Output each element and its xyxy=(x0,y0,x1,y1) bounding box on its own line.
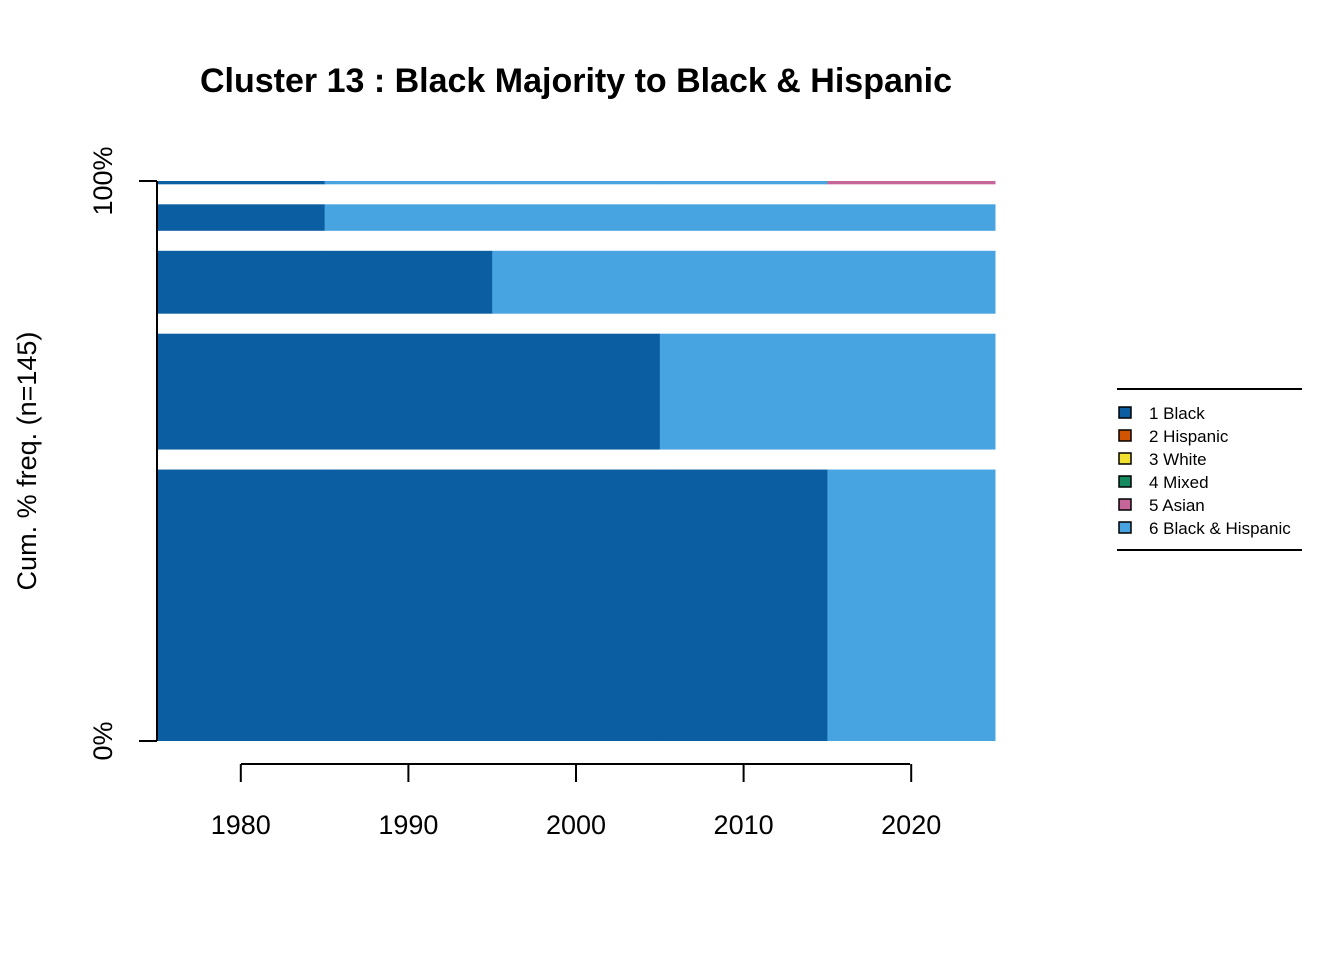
sequence-2-segment-5 xyxy=(827,333,996,450)
legend-swatch xyxy=(1118,498,1132,511)
sequence-4-segment-1 xyxy=(157,204,326,231)
sequence-2-segment-4 xyxy=(659,333,828,450)
y-axis: 0% 100% xyxy=(88,146,158,761)
sequence-1-segment-3 xyxy=(492,469,661,741)
sequence-5-segment-3 xyxy=(492,181,661,185)
sequence-3-segment-3 xyxy=(492,250,661,314)
legend-label: 3 White xyxy=(1149,450,1207,469)
sequence-1-segment-2 xyxy=(324,469,493,741)
sequence-1-segment-1 xyxy=(157,469,326,741)
legend-label: 5 Asian xyxy=(1149,496,1205,515)
sequence-4-segment-3 xyxy=(492,204,661,231)
sequence-3-segment-4 xyxy=(659,250,828,314)
x-tick-label: 1980 xyxy=(211,810,271,840)
chart-title: Cluster 13 : Black Majority to Black & H… xyxy=(200,62,952,100)
x-tick-label: 2010 xyxy=(714,810,774,840)
y-tick-label-100: 100% xyxy=(88,146,118,215)
sequence-3-segment-2 xyxy=(324,250,493,314)
sequence-4-segment-5 xyxy=(827,204,996,231)
sequence-5-segment-5 xyxy=(827,181,996,185)
sequence-3-segment-5 xyxy=(827,250,996,314)
sequence-2-segment-3 xyxy=(492,333,661,450)
sequence-3-segment-1 xyxy=(157,250,326,314)
legend-swatch xyxy=(1118,429,1132,442)
legend-label: 2 Hispanic xyxy=(1149,427,1229,446)
x-axis: 1980 1990 2000 2010 2020 xyxy=(211,763,941,840)
sequence-2-segment-1 xyxy=(157,333,326,450)
sequence-bars xyxy=(157,181,996,741)
legend: 1 Black 2 Hispanic 3 White 4 Mixed 5 Asian 6 … xyxy=(1117,388,1302,551)
sequence-1-segment-5 xyxy=(827,469,996,741)
sequence-4-segment-4 xyxy=(659,204,828,231)
legend-label: 4 Mixed xyxy=(1149,473,1209,492)
sequence-2-segment-2 xyxy=(324,333,493,450)
legend-swatch xyxy=(1118,475,1132,488)
sequence-1-segment-4 xyxy=(659,469,828,741)
legend-swatch xyxy=(1118,521,1132,534)
legend-label: 6 Black & Hispanic xyxy=(1149,519,1291,538)
x-tick-label: 1990 xyxy=(378,810,438,840)
y-axis-label: Cum. % freq. (n=145) xyxy=(12,332,42,591)
sequence-4-segment-2 xyxy=(324,204,493,231)
legend-swatch xyxy=(1118,406,1132,419)
legend-swatch xyxy=(1118,452,1132,465)
x-tick-label: 2000 xyxy=(546,810,606,840)
legend-label: 1 Black xyxy=(1149,404,1205,423)
x-tick-label: 2020 xyxy=(881,810,941,840)
sequence-5-segment-2 xyxy=(324,181,493,185)
y-tick-label-0: 0% xyxy=(88,721,118,760)
sequence-5-segment-4 xyxy=(659,181,828,185)
sequence-5-segment-1 xyxy=(157,181,326,185)
